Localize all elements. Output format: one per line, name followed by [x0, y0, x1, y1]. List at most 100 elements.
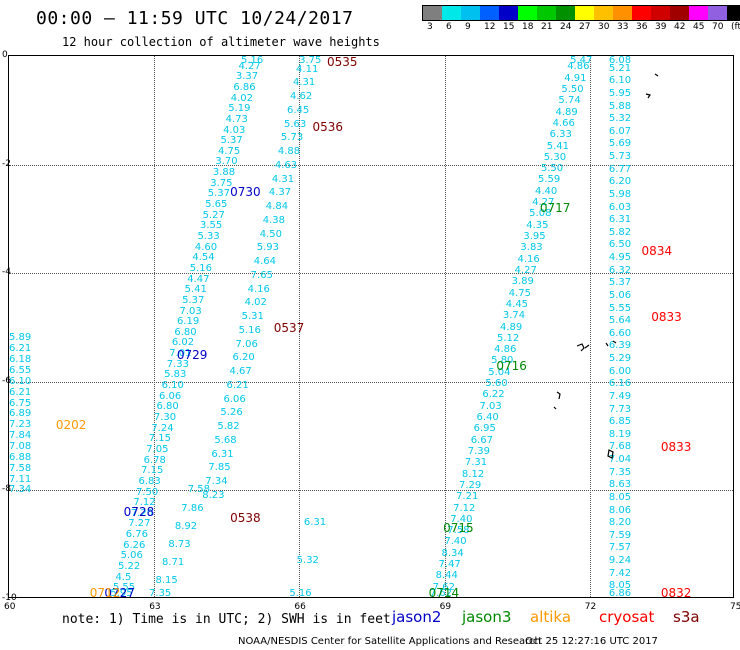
- wave-height-value: 7.35: [149, 588, 172, 599]
- wave-height-value: 5.88: [608, 100, 632, 112]
- wave-height-value: 7.35: [608, 466, 632, 478]
- wave-height-value: 6.76: [125, 529, 148, 541]
- pass-time-label: 0832: [660, 586, 692, 600]
- wave-height-value: 6.31: [211, 448, 234, 460]
- wave-height-value: 3.70: [215, 156, 238, 168]
- wave-height-value: 8.15: [155, 574, 178, 586]
- color-scale-swatch: [556, 6, 575, 20]
- wave-height-value: 8.23: [202, 489, 225, 501]
- wave-height-value: 5.93: [256, 242, 279, 254]
- island-outlines: [553, 73, 659, 459]
- wave-height-value: 3.37: [235, 71, 259, 83]
- wave-height-value: 6.33: [549, 129, 572, 141]
- longitude-gridline: [444, 56, 446, 597]
- color-scale-label: 36: [636, 22, 648, 32]
- wave-height-value: 4.75: [508, 287, 531, 299]
- wave-height-value: 4.40: [535, 185, 558, 197]
- wave-height-value: 5.19: [228, 103, 251, 115]
- wave-height-value: 4.35: [526, 219, 549, 231]
- wave-height-value: 8.12: [461, 468, 485, 480]
- latitude-gridline: [9, 381, 733, 383]
- legend-jason2: jason2: [392, 608, 442, 626]
- wave-height-value: 6.08: [608, 55, 632, 66]
- color-scale-swatch: [708, 6, 727, 20]
- wave-height-value: 6.16: [608, 378, 632, 390]
- pass-time-label: 0535: [326, 55, 358, 69]
- wave-height-value: 5.27: [202, 209, 225, 221]
- wave-height-value: 7.68: [608, 441, 632, 453]
- map-panel: 5.16 5.32 6.31 5.95 5.55 4.5 5.22 5.06 6.26 6.76 7…: [8, 55, 734, 600]
- wave-height-value: 8.05: [608, 491, 632, 503]
- color-scale-label: 12: [484, 22, 496, 32]
- wave-height-value: 7.12: [133, 497, 156, 509]
- wave-height-value: 7.12: [453, 502, 476, 514]
- wave-height-value: 6.32: [608, 264, 632, 276]
- pass-time-label: 0833: [660, 439, 692, 454]
- wave-height-value: 7.86: [181, 502, 204, 514]
- color-scale-swatch: [727, 6, 740, 20]
- wave-height-value: 6.45: [286, 104, 310, 116]
- y-tick-label: -8: [2, 484, 11, 495]
- wave-height-value: 4.02: [230, 92, 254, 104]
- wave-height-value: 5.69: [608, 138, 632, 150]
- wave-height-value: 4.89: [555, 106, 578, 118]
- wave-height-value: 5.64: [608, 315, 632, 327]
- color-scale-swatch: [480, 6, 499, 20]
- wave-height-value: 7.04: [608, 454, 632, 466]
- color-scale-swatch: [575, 6, 594, 20]
- wave-height-value: 5.80: [491, 355, 514, 367]
- wave-height-value: 7.05: [146, 443, 169, 455]
- wave-height-value: 5.59: [537, 174, 561, 186]
- wave-height-value: 7.49: [608, 390, 632, 402]
- wave-height-value: 4.62: [290, 91, 313, 103]
- color-scale-label: 33: [617, 22, 629, 32]
- wave-height-value: 7.29: [459, 479, 482, 491]
- wave-height-value: 5.82: [217, 421, 240, 433]
- wave-height-value: 9.24: [608, 555, 632, 567]
- pass-time-label: 0834: [641, 244, 673, 259]
- legend-altika: altika: [530, 608, 572, 626]
- wave-height-value: 7.47: [438, 559, 461, 571]
- wave-height-value: 5.89: [9, 332, 32, 344]
- wave-height-value: 5.16: [289, 588, 312, 599]
- wave-height-value: 5.68: [214, 434, 237, 446]
- y-tick-label: -6: [2, 375, 11, 386]
- wave-height-value: 6.89: [9, 408, 32, 420]
- wave-height-value: 8.44: [435, 570, 458, 582]
- wave-height-value: 6.77: [608, 163, 632, 175]
- color-scale-swatch: [689, 6, 708, 20]
- wave-height-value: 8.20: [608, 517, 632, 529]
- x-tick-label: 69: [439, 602, 452, 612]
- wave-height-value: 6.06: [159, 390, 182, 402]
- color-scale-swatch: [537, 6, 556, 20]
- wave-height-value: 6.10: [9, 375, 32, 387]
- wave-height-value: 7.03: [479, 400, 502, 412]
- color-scale-label: 30: [598, 22, 610, 32]
- wave-height-value: 5.32: [608, 113, 632, 125]
- wave-height-value: 5.55: [112, 582, 136, 594]
- latitude-gridline: [9, 490, 733, 492]
- pass-time-label: 0536: [312, 119, 343, 134]
- wave-height-value: 5.06: [120, 550, 143, 562]
- wave-height-value: 5.29: [608, 353, 632, 365]
- wave-height-value: 4.45: [505, 298, 529, 310]
- pass-time-label: 0727: [104, 586, 135, 600]
- wave-height-value: 4.50: [259, 228, 283, 240]
- wave-height-value: 7.31: [464, 457, 488, 469]
- wave-height-value: 4.84: [265, 201, 289, 213]
- latitude-gridline: [9, 164, 733, 166]
- wave-height-value: 5.82: [608, 226, 632, 238]
- wave-height-value: 7.58: [187, 484, 211, 496]
- wave-height-value: 7.15: [141, 465, 164, 477]
- wave-height-value: 4.86: [494, 344, 517, 356]
- page-subtitle: 12 hour collection of altimeter wave hei…: [62, 35, 380, 49]
- wave-height-value: 5.83: [164, 369, 187, 381]
- wave-height-value: 7.50: [135, 486, 159, 498]
- wave-height-value: 4.31: [271, 173, 295, 185]
- wave-height-value: 7.59: [608, 529, 632, 541]
- color-scale-label: 21: [541, 22, 553, 32]
- wave-height-value: 7.24: [151, 422, 174, 434]
- wave-height-value: 5.60: [485, 378, 508, 390]
- pass-time-label: 0716: [496, 358, 527, 373]
